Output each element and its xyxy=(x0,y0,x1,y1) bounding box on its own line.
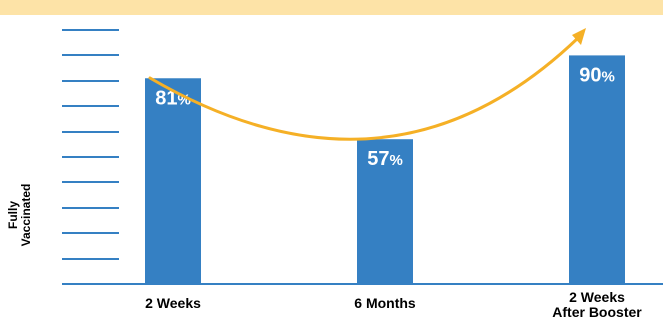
bar xyxy=(357,139,413,284)
x-category-label: 2 Weeks After Booster xyxy=(552,289,642,320)
y-axis-label: Fully Vaccinated xyxy=(0,140,40,290)
bar-value-label: 90% xyxy=(579,64,615,86)
bars-group: 81%57%90% xyxy=(145,55,625,285)
bar xyxy=(145,78,201,284)
trend-arrow xyxy=(148,28,586,141)
x-category-label: 2 Weeks xyxy=(145,295,201,311)
trend-arrow-head xyxy=(572,28,586,45)
trend-arrow-curve xyxy=(148,36,580,141)
bar-value-label: 57% xyxy=(367,148,403,170)
y-axis-label-text: Fully Vaccinated xyxy=(6,183,33,247)
top-banner-band xyxy=(0,0,663,15)
category-labels: 2 Weeks 6 Months 2 Weeks After Booster xyxy=(145,289,642,320)
bar xyxy=(569,55,625,285)
y-axis-ticks xyxy=(62,29,119,285)
x-category-label: 6 Months xyxy=(354,295,416,311)
